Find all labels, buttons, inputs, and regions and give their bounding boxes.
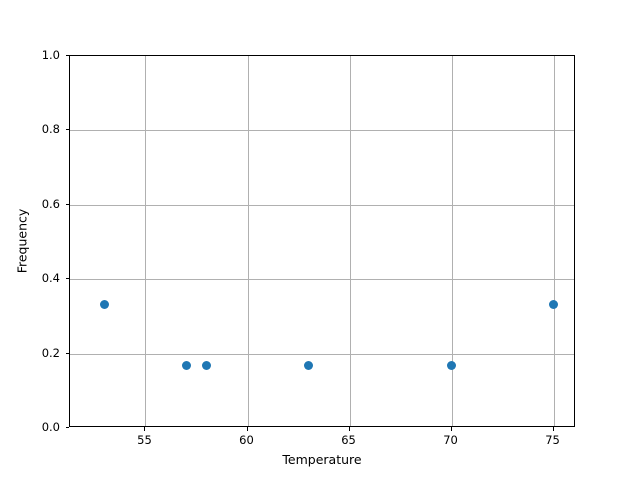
y-tick-mark [65, 129, 69, 131]
scatter-point [181, 361, 191, 371]
gridline-vertical [247, 56, 249, 426]
x-tick-mark [450, 427, 452, 431]
y-tick-label: 1.0 [41, 48, 60, 62]
x-tick-mark [246, 427, 248, 431]
x-tick-label: 70 [443, 433, 458, 447]
scatter-point [549, 299, 559, 309]
y-axis-label: Frequency [14, 208, 30, 274]
gridline-vertical [349, 56, 351, 426]
y-tick-mark [65, 352, 69, 354]
x-tick-mark [144, 427, 146, 431]
gridline-vertical [553, 56, 555, 426]
x-tick-mark [552, 427, 554, 431]
y-tick-label: 0.6 [41, 196, 60, 211]
x-tick-label: 60 [239, 433, 254, 447]
x-tick-label: 55 [137, 433, 152, 447]
y-tick-label: 0.4 [41, 271, 60, 286]
x-axis-label: Temperature [282, 452, 362, 467]
gridline-horizontal [70, 130, 574, 132]
y-tick-mark [65, 203, 69, 205]
gridline-horizontal [70, 204, 574, 206]
y-tick-label: 0.0 [41, 420, 60, 434]
scatter-point [202, 361, 212, 371]
gridline-vertical [145, 56, 147, 426]
y-tick-label: 0.2 [41, 345, 60, 360]
gridline-horizontal [70, 353, 574, 355]
scatter-point [447, 361, 457, 371]
plot-axes-area [69, 55, 575, 427]
gridline-vertical [451, 56, 453, 426]
y-tick-mark [65, 278, 69, 280]
scatter-point [100, 299, 110, 309]
x-tick-label: 65 [341, 433, 356, 447]
y-tick-mark [65, 427, 69, 428]
gridline-horizontal [70, 279, 574, 281]
x-tick-mark [348, 427, 350, 431]
scatter-point [304, 361, 314, 371]
y-tick-mark [65, 55, 69, 56]
y-tick-label: 0.8 [41, 122, 60, 137]
x-tick-label: 75 [545, 433, 560, 447]
